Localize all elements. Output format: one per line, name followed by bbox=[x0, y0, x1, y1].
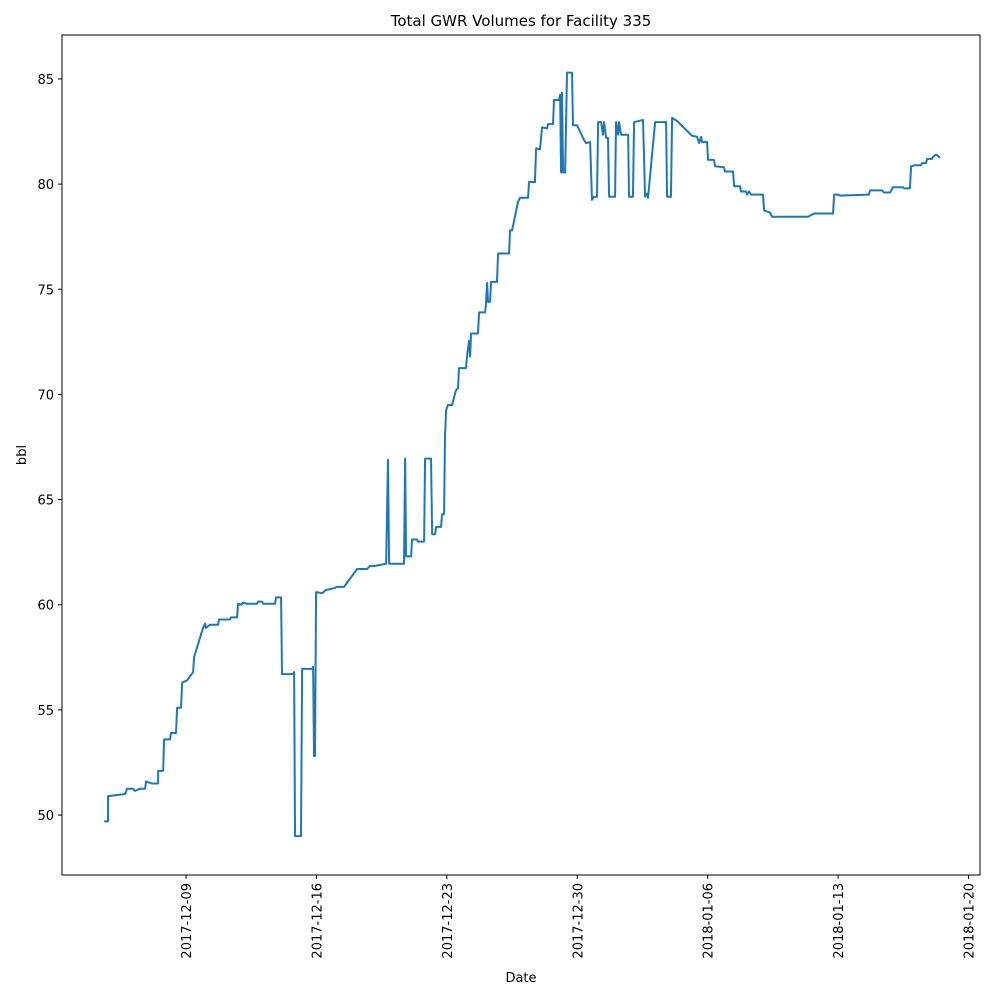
x-tick-label: 2017-12-16 bbox=[310, 883, 325, 959]
y-tick-label: 70 bbox=[37, 388, 54, 403]
x-tick-label: 2018-01-06 bbox=[702, 883, 717, 959]
y-axis-label: bbl bbox=[15, 445, 30, 465]
y-tick-label: 80 bbox=[37, 178, 54, 193]
plot-frame bbox=[61, 34, 981, 876]
x-tick-label: 2017-12-23 bbox=[441, 883, 456, 959]
x-tick-label: 2017-12-09 bbox=[180, 883, 195, 959]
chart-title: Total GWR Volumes for Facility 335 bbox=[390, 12, 652, 30]
y-tick-label: 55 bbox=[37, 704, 54, 719]
x-tick-label: 2018-01-20 bbox=[962, 883, 977, 959]
x-tick-label: 2017-12-30 bbox=[571, 883, 586, 959]
y-tick-label: 75 bbox=[37, 283, 54, 298]
x-tick-label: 2018-01-13 bbox=[832, 883, 847, 959]
data-line bbox=[104, 71, 941, 838]
y-tick-label: 50 bbox=[37, 809, 54, 824]
y-tick-label: 60 bbox=[37, 599, 54, 614]
x-axis-label: Date bbox=[505, 971, 536, 986]
y-tick-label: 65 bbox=[37, 494, 54, 509]
y-tick-label: 85 bbox=[37, 73, 54, 88]
